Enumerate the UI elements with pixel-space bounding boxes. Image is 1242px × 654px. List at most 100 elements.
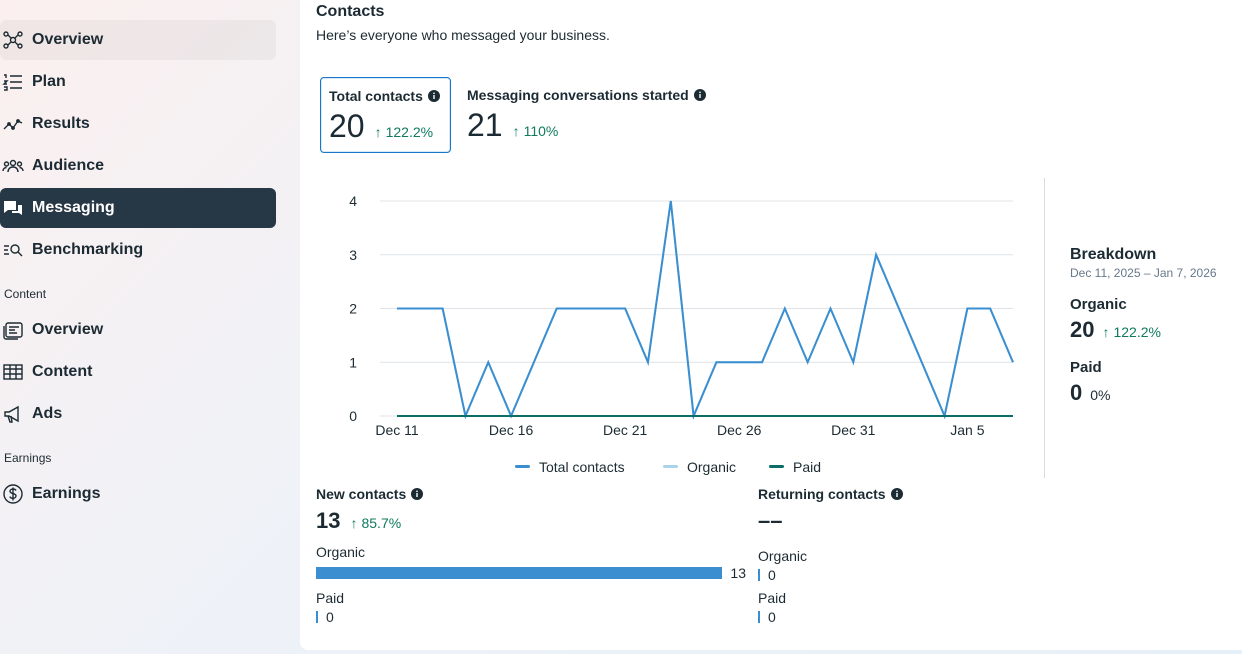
new-contacts-paid-value: 0: [326, 609, 334, 625]
arrow-up-icon: ↑: [374, 124, 382, 140]
arrow-up-icon: ↑: [1102, 324, 1110, 340]
y-tick-label: 1: [349, 354, 357, 370]
sidebar-item-ads[interactable]: Ads: [0, 394, 276, 434]
x-tick-label: Dec 31: [831, 422, 876, 438]
new-contacts-value-row: 13 ↑ 85.7%: [316, 508, 746, 534]
y-tick-label: 2: [349, 301, 357, 317]
breakdown-organic-row: 20 ↑ 122.2%: [1070, 317, 1240, 343]
metric-label-row: Messaging conversations started: [467, 87, 711, 103]
content-overview-icon: [0, 310, 32, 350]
series-line-total-contacts: [397, 200, 1014, 420]
metric-delta: ↑ 110%: [513, 123, 559, 139]
breakdown-panel: Breakdown Dec 11, 2025 – Jan 7, 2026 Org…: [1070, 246, 1240, 406]
metric-label: Messaging conversations started: [467, 87, 689, 103]
trend-icon: [0, 104, 32, 144]
chat-icon: [0, 188, 32, 228]
sidebar-item-results[interactable]: Results: [0, 104, 276, 144]
table-icon: [0, 352, 32, 392]
sidebar-item-label: Content: [32, 363, 93, 380]
arrow-up-icon: ↑: [512, 123, 520, 139]
benchmark-icon: [0, 230, 32, 270]
metric-card-total-contacts[interactable]: Total contacts 20 ↑ 122.2%: [320, 77, 451, 153]
chart-svg: 0 1 2 3 4 Dec 11 Dec 16 Dec 21 Dec 26 Dec 31 Jan 5…: [349, 193, 1014, 475]
legend-label: Paid: [793, 459, 821, 475]
returning-contacts-paid-label: Paid: [758, 590, 787, 606]
divider: [1044, 178, 1045, 478]
info-icon[interactable]: [890, 488, 903, 500]
legend-swatch: [663, 465, 678, 468]
new-contacts-block: New contacts 13 ↑ 85.7% Organic 13 Paid 0: [316, 486, 746, 626]
metric-label-row: Total contacts: [329, 88, 442, 104]
x-tick-label: Dec 16: [489, 422, 534, 438]
returning-contacts-organic-value: 0: [768, 567, 776, 583]
megaphone-icon: [0, 394, 32, 434]
page-subtitle: Here’s everyone who messaged your busine…: [316, 27, 610, 43]
metric-value-row: 21 ↑ 110%: [467, 107, 711, 144]
new-contacts-value: 13: [316, 508, 341, 533]
metric-value: 20: [329, 108, 365, 144]
new-contacts-organic-bar-row: 13: [316, 564, 746, 582]
breakdown-paid-label: Paid: [1070, 359, 1102, 376]
sidebar-item-plan[interactable]: Plan: [0, 62, 276, 102]
sidebar-item-earnings[interactable]: Earnings: [0, 474, 276, 514]
y-tick-label: 4: [349, 193, 357, 209]
new-contacts-title: New contacts: [316, 486, 407, 502]
legend-label: Total contacts: [539, 459, 625, 475]
breakdown-organic-delta-value: 122.2%: [1113, 324, 1161, 340]
sidebar-item-label: Overview: [32, 31, 104, 48]
breakdown-paid-pct: 0%: [1090, 387, 1111, 403]
x-tick-label: Jan 5: [950, 422, 984, 438]
new-contacts-delta: ↑ 85.7%: [350, 515, 401, 531]
breakdown-organic-label: Organic: [1070, 296, 1127, 313]
returning-contacts-value-row: ––: [758, 508, 1058, 534]
x-tick-label: Dec 26: [717, 422, 762, 438]
returning-contacts-paid-value: 0: [768, 609, 776, 625]
new-contacts-organic-bar: [316, 567, 723, 579]
section-label-earnings: Earnings: [4, 451, 52, 465]
returning-contacts-title: Returning contacts: [758, 486, 886, 502]
returning-contacts-organic-bar: [758, 569, 760, 581]
metric-card-conversations[interactable]: Messaging conversations started 21 ↑ 110%: [459, 77, 719, 153]
returning-contacts-paid-bar-row: 0: [758, 608, 1058, 626]
sidebar-item-label: Messaging: [32, 199, 115, 216]
new-contacts-organic-value: 13: [730, 565, 746, 581]
legend-label: Organic: [687, 459, 736, 475]
sidebar-item-label: Results: [32, 115, 90, 132]
sidebar-item-content[interactable]: Content: [0, 352, 276, 392]
section-label-content: Content: [4, 287, 47, 301]
sidebar-item-benchmarking[interactable]: Benchmarking: [0, 230, 276, 270]
sidebar-item-label: Overview: [32, 321, 104, 338]
returning-contacts-organic-label: Organic: [758, 548, 808, 564]
new-contacts-organic-label: Organic: [316, 544, 366, 560]
sidebar-item-content-overview[interactable]: Overview: [0, 310, 276, 350]
returning-contacts-title-row: Returning contacts: [758, 486, 1058, 502]
info-icon[interactable]: [693, 89, 706, 101]
breakdown-organic-value: 20: [1070, 317, 1095, 342]
sidebar-item-label: Benchmarking: [32, 241, 144, 258]
sidebar-item-label: Earnings: [32, 485, 101, 502]
x-tick-label: Dec 21: [603, 422, 648, 438]
sidebar: Overview Plan Results Audience Messaging…: [0, 0, 290, 654]
people-icon: [0, 146, 32, 186]
info-icon[interactable]: [411, 488, 424, 500]
metric-delta-value: 122.2%: [385, 124, 434, 140]
new-contacts-delta-value: 85.7%: [361, 515, 402, 531]
page-title: Contacts: [316, 3, 385, 20]
legend-swatch: [769, 465, 784, 468]
info-icon[interactable]: [427, 90, 440, 102]
new-contacts-title-row: New contacts: [316, 486, 746, 502]
legend-swatch: [515, 465, 530, 468]
breakdown-paid-row: 0 0%: [1070, 380, 1240, 406]
sidebar-item-overview[interactable]: Overview: [0, 20, 276, 60]
breakdown-organic-delta: ↑ 122.2%: [1102, 324, 1160, 340]
metric-delta: ↑ 122.2%: [375, 124, 433, 140]
new-contacts-paid-label: Paid: [316, 590, 345, 606]
metric-value-row: 20 ↑ 122.2%: [329, 108, 442, 145]
new-contacts-paid-bar: [316, 611, 318, 623]
y-tick-label: 0: [349, 408, 357, 424]
breakdown-paid-value: 0: [1070, 380, 1083, 405]
sidebar-item-messaging[interactable]: Messaging: [0, 188, 276, 228]
sidebar-item-label: Plan: [32, 73, 66, 90]
sidebar-item-audience[interactable]: Audience: [0, 146, 276, 186]
breakdown-title: Breakdown: [1070, 246, 1157, 263]
